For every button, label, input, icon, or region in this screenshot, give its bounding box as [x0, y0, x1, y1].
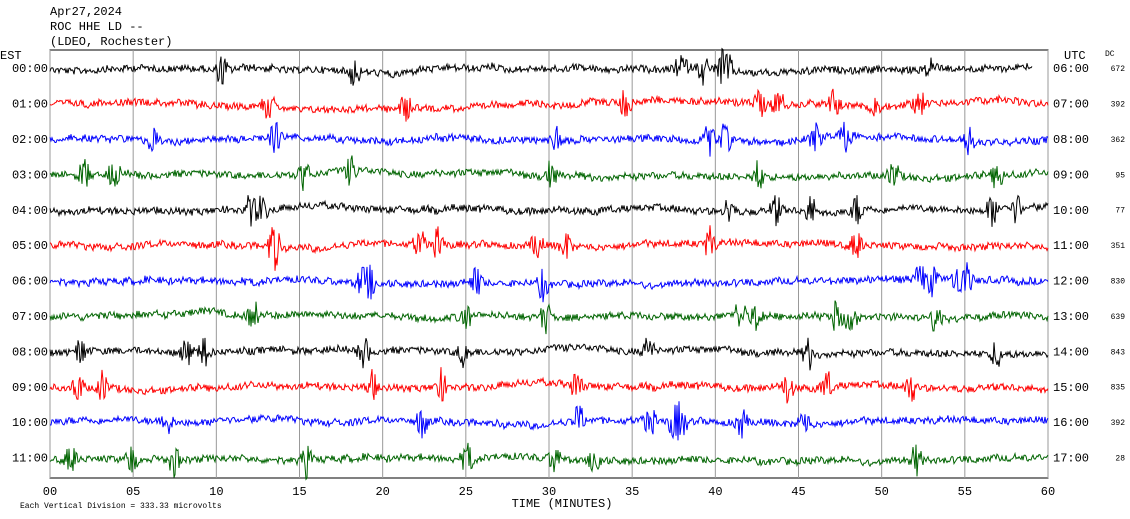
utc-label: 16:00	[1053, 416, 1089, 430]
dc-label: 843	[1111, 348, 1126, 357]
est-label: 07:00	[12, 310, 48, 324]
utc-label: 17:00	[1053, 452, 1089, 466]
est-label: 05:00	[12, 239, 48, 253]
est-label: 11:00	[12, 452, 48, 466]
x-axis-label: TIME (MINUTES)	[512, 497, 613, 511]
x-tick-label: 15	[292, 485, 306, 499]
x-tick-label: 45	[791, 485, 805, 499]
x-tick-label: 40	[708, 485, 722, 499]
dc-label: 392	[1111, 101, 1126, 110]
trace	[49, 367, 1049, 404]
x-tick-label: 50	[874, 485, 888, 499]
est-label: 02:00	[12, 133, 48, 147]
x-tick-label: 05	[126, 485, 140, 499]
trace	[49, 121, 1049, 157]
est-label: 06:00	[12, 275, 48, 289]
dc-label: 392	[1111, 419, 1126, 428]
x-tick-label: 55	[958, 485, 972, 499]
utc-label: 14:00	[1053, 345, 1089, 359]
est-label: 00:00	[12, 62, 48, 76]
utc-label: 12:00	[1053, 275, 1089, 289]
trace	[49, 155, 1049, 192]
trace	[49, 337, 1049, 371]
x-tick-label: 10	[209, 485, 223, 499]
utc-label: 09:00	[1053, 168, 1089, 182]
x-tick-label: 30	[542, 485, 556, 499]
trace	[49, 194, 1049, 227]
station: ROC HHE LD --	[50, 20, 144, 34]
x-tick-label: 00	[43, 485, 57, 499]
dc-title: DC	[1105, 50, 1115, 59]
est-label: 03:00	[12, 168, 48, 182]
est-label: 09:00	[12, 381, 48, 395]
trace	[49, 300, 1049, 335]
est-label: 01:00	[12, 98, 48, 112]
trace	[49, 225, 1049, 271]
right-axis-title: UTC	[1064, 49, 1086, 63]
dc-label: 351	[1111, 242, 1126, 251]
utc-label: 06:00	[1053, 62, 1089, 76]
utc-label: 10:00	[1053, 204, 1089, 218]
dc-label: 835	[1111, 384, 1126, 393]
dc-label: 95	[1115, 171, 1125, 180]
trace	[49, 401, 1049, 441]
dc-label: 28	[1115, 455, 1125, 464]
utc-label: 15:00	[1053, 381, 1089, 395]
utc-label: 07:00	[1053, 98, 1089, 112]
dc-label: 362	[1111, 136, 1126, 145]
footer-note: Each Vertical Division = 333.33 microvol…	[20, 502, 222, 511]
est-label: 10:00	[12, 416, 48, 430]
est-label: 08:00	[12, 345, 48, 359]
dc-label: 77	[1115, 207, 1125, 216]
date: Apr27,2024	[50, 5, 122, 19]
dc-label: 639	[1111, 313, 1126, 322]
utc-label: 11:00	[1053, 239, 1089, 253]
dc-label: 830	[1111, 278, 1126, 287]
utc-label: 08:00	[1053, 133, 1089, 147]
dc-label: 672	[1111, 65, 1126, 74]
trace	[49, 442, 1049, 481]
x-tick-label: 25	[459, 485, 473, 499]
x-tick-label: 20	[375, 485, 389, 499]
trace	[49, 262, 1049, 303]
x-tick-label: 35	[625, 485, 639, 499]
est-label: 04:00	[12, 204, 48, 218]
trace	[49, 88, 1049, 122]
network: (LDEO, Rochester)	[50, 35, 172, 49]
left-axis-title: EST	[0, 49, 22, 63]
utc-label: 13:00	[1053, 310, 1089, 324]
trace	[49, 47, 1033, 86]
x-tick-label: 60	[1041, 485, 1055, 499]
